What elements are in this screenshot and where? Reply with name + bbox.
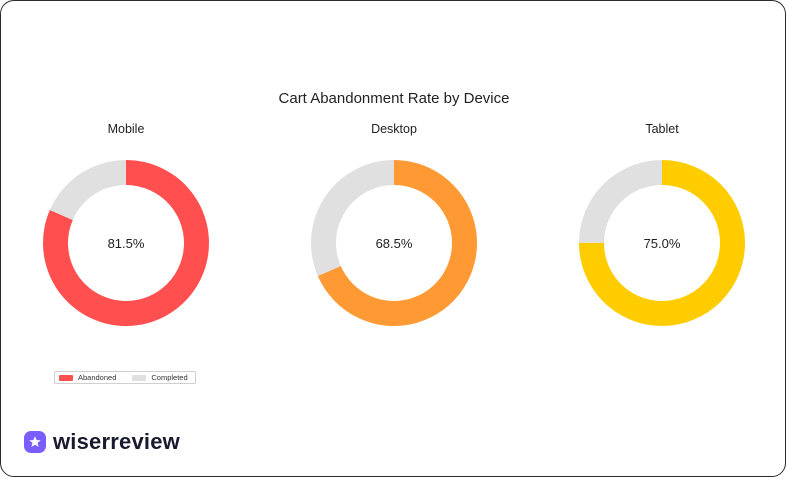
legend: Abandoned Completed bbox=[54, 371, 196, 384]
brand-name: wiserreview bbox=[53, 429, 180, 454]
brand: wiserreview bbox=[23, 429, 180, 455]
center-label-tablet: 75.0% bbox=[644, 236, 681, 251]
slice-abandoned-mobile bbox=[42, 160, 209, 326]
legend-item-abandoned: Abandoned bbox=[59, 373, 116, 382]
center-label-desktop: 68.5% bbox=[376, 236, 413, 251]
legend-swatch-completed bbox=[132, 374, 147, 381]
legend-label-abandoned: Abandoned bbox=[78, 373, 117, 382]
chart-title: Cart Abandonment Rate by Device bbox=[278, 90, 510, 107]
star-badge-icon bbox=[24, 431, 46, 453]
slice-completed-mobile bbox=[49, 160, 126, 220]
panel-title-mobile: Mobile bbox=[107, 122, 145, 136]
slice-completed-desktop bbox=[310, 160, 394, 276]
legend-item-completed: Completed bbox=[132, 373, 188, 382]
panel-title-desktop: Desktop bbox=[371, 122, 417, 136]
legend-label-completed: Completed bbox=[151, 373, 188, 382]
slice-completed-tablet bbox=[579, 160, 662, 243]
center-label-mobile: 81.5% bbox=[108, 236, 145, 251]
legend-swatch-abandoned bbox=[59, 374, 73, 381]
slice-abandoned-desktop bbox=[317, 160, 477, 326]
panel-title-tablet: Tablet bbox=[645, 122, 679, 136]
slice-abandoned-tablet bbox=[579, 160, 745, 326]
